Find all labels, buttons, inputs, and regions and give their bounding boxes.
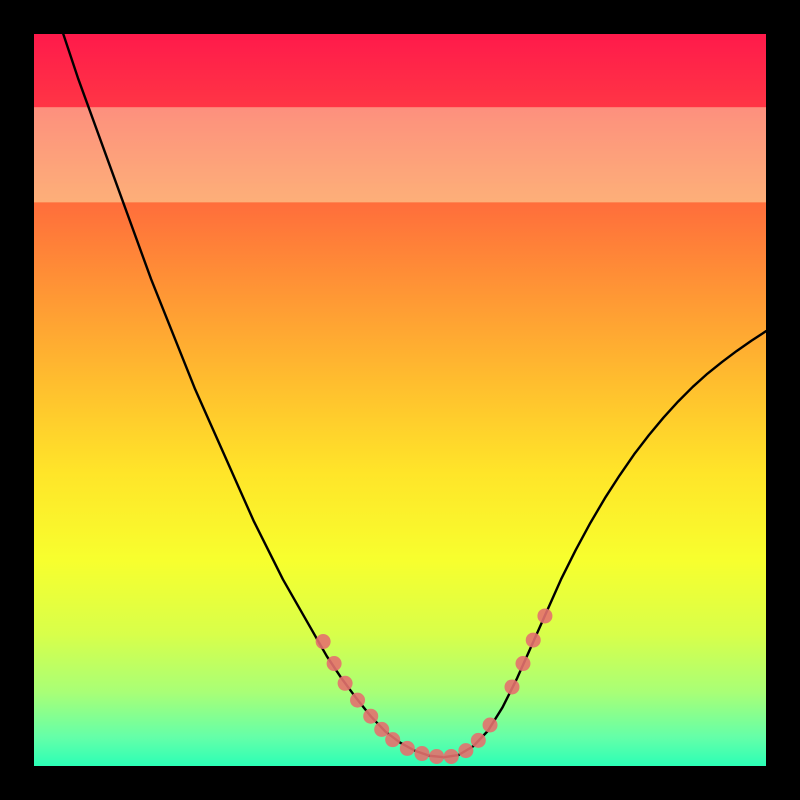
plot-area	[34, 34, 766, 766]
highlight-dot	[515, 656, 530, 671]
highlight-dot	[363, 709, 378, 724]
highlight-dot	[504, 679, 519, 694]
chart-frame: TheBottleneck.com	[0, 0, 800, 800]
plot-svg	[34, 34, 766, 766]
highlight-dot	[374, 722, 389, 737]
highlight-dot	[327, 656, 342, 671]
highlight-dot	[483, 718, 498, 733]
highlight-dot	[316, 634, 331, 649]
highlight-dot	[458, 743, 473, 758]
highlight-dot	[471, 733, 486, 748]
highlight-dot	[350, 693, 365, 708]
highlight-dot	[526, 633, 541, 648]
highlight-dot	[444, 749, 459, 764]
highlight-dot	[400, 741, 415, 756]
highlight-band	[34, 107, 766, 202]
highlight-dot	[414, 746, 429, 761]
highlight-dot	[338, 676, 353, 691]
highlight-dot	[429, 749, 444, 764]
highlight-dot	[385, 732, 400, 747]
highlight-dot	[537, 608, 552, 623]
